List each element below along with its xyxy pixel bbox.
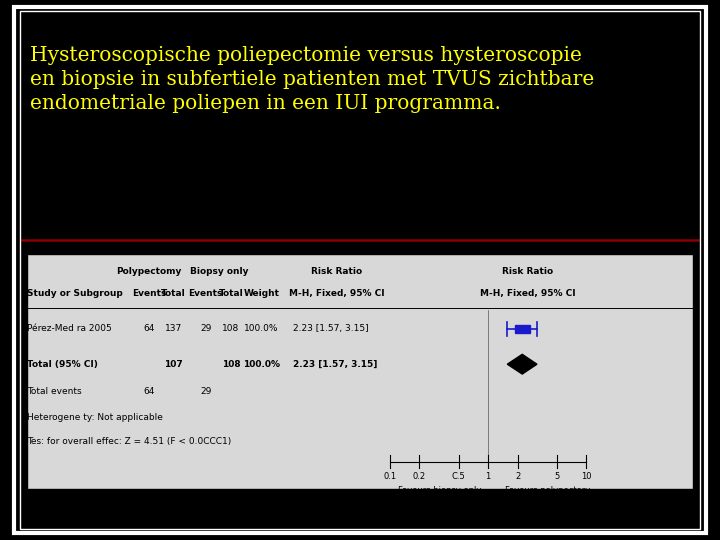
Text: 64: 64 xyxy=(143,387,155,396)
Text: Tes: for overall effec: Z = 4.51 (F < 0.0CCC1): Tes: for overall effec: Z = 4.51 (F < 0.… xyxy=(27,437,232,446)
Text: 100.0%: 100.0% xyxy=(243,360,280,369)
Text: 108: 108 xyxy=(222,360,240,369)
Text: Pérez-Med ra 2005: Pérez-Med ra 2005 xyxy=(27,325,112,334)
Text: Favours biopsy only: Favours biopsy only xyxy=(398,486,481,495)
FancyBboxPatch shape xyxy=(515,325,530,333)
Text: 0.1: 0.1 xyxy=(383,472,397,482)
Text: Risk Ratio: Risk Ratio xyxy=(503,267,554,276)
Text: Weight: Weight xyxy=(243,289,279,298)
Text: 2: 2 xyxy=(515,472,521,482)
Text: 10: 10 xyxy=(581,472,591,482)
Text: Events: Events xyxy=(132,289,166,298)
Text: Study or Subgroup: Study or Subgroup xyxy=(27,289,123,298)
Text: 100.0%: 100.0% xyxy=(244,325,279,334)
Text: M-H, Fixed, 95% CI: M-H, Fixed, 95% CI xyxy=(289,289,384,298)
Text: Favours polypectory: Favours polypectory xyxy=(505,486,590,495)
Text: Heterogene ty: Not applicable: Heterogene ty: Not applicable xyxy=(27,413,163,422)
Text: 2.23 [1.57, 3.15]: 2.23 [1.57, 3.15] xyxy=(294,360,378,369)
Text: Hysteroscopische poliepectomie versus hysteroscopie
en biopsie in subfertiele pa: Hysteroscopische poliepectomie versus hy… xyxy=(30,46,595,113)
Text: Total: Total xyxy=(219,289,243,298)
Text: 2.23 [1.57, 3.15]: 2.23 [1.57, 3.15] xyxy=(294,325,369,334)
Text: Risk Ratio: Risk Ratio xyxy=(311,267,362,276)
Text: Polypectomy: Polypectomy xyxy=(117,267,181,276)
Text: 64: 64 xyxy=(143,325,155,334)
Text: Total events: Total events xyxy=(27,387,82,396)
Text: Total: Total xyxy=(161,289,186,298)
FancyBboxPatch shape xyxy=(27,254,693,489)
Text: 29: 29 xyxy=(200,387,212,396)
Polygon shape xyxy=(508,354,537,374)
Text: 1: 1 xyxy=(485,472,491,482)
Text: Biopsy only: Biopsy only xyxy=(189,267,248,276)
Text: Events: Events xyxy=(189,289,223,298)
Text: 107: 107 xyxy=(164,360,183,369)
Text: 5: 5 xyxy=(554,472,559,482)
Text: 137: 137 xyxy=(165,325,182,334)
Text: 0.2: 0.2 xyxy=(413,472,426,482)
Text: C.5: C.5 xyxy=(451,472,465,482)
Text: M-H, Fixed, 95% CI: M-H, Fixed, 95% CI xyxy=(480,289,576,298)
Text: Total (95% CI): Total (95% CI) xyxy=(27,360,98,369)
Text: 108: 108 xyxy=(222,325,240,334)
Text: 29: 29 xyxy=(200,325,212,334)
